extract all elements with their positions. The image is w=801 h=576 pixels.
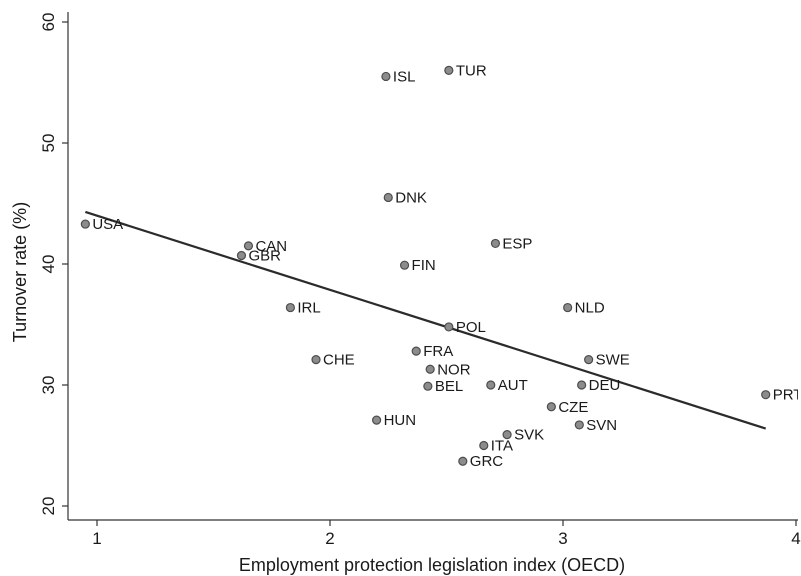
- point-label-dnk: DNK: [395, 189, 427, 206]
- data-point-pol: [444, 322, 454, 332]
- point-label-swe: SWE: [596, 352, 630, 369]
- data-point-hun: [372, 415, 382, 425]
- y-tick-label: 60: [39, 13, 58, 32]
- point-label-can: CAN: [255, 238, 287, 255]
- point-label-svk: SVK: [514, 427, 544, 444]
- data-point-gbr: [236, 250, 247, 261]
- y-axis-title: Turnover rate (%): [10, 202, 30, 342]
- x-tick-label: 4: [791, 529, 800, 548]
- point-label-che: CHE: [323, 352, 355, 369]
- data-point-fra: [411, 346, 421, 356]
- point-label-fra: FRA: [423, 343, 453, 360]
- data-point-nld: [563, 302, 573, 313]
- point-label-svn: SVN: [586, 417, 617, 434]
- point-label-bel: BEL: [435, 378, 463, 395]
- x-axis-title: Employment protection legislation index …: [239, 555, 625, 575]
- y-tick-label: 20: [39, 497, 58, 516]
- data-point-grc: [458, 456, 468, 466]
- data-point-esp: [490, 238, 501, 249]
- point-label-pol: POL: [456, 319, 486, 336]
- y-tick-label: 50: [39, 134, 58, 153]
- point-label-usa: USA: [92, 216, 123, 233]
- x-tick-label: 3: [558, 529, 567, 548]
- data-point-usa: [80, 219, 90, 229]
- data-point-deu: [577, 380, 587, 390]
- point-label-prt: PRT: [773, 387, 801, 404]
- y-tick-label: 40: [39, 255, 58, 274]
- data-point-fin: [399, 260, 410, 270]
- data-point-swe: [584, 354, 594, 365]
- data-point-ita: [479, 440, 489, 451]
- data-point-tur: [444, 65, 454, 76]
- data-point-nor: [425, 364, 435, 374]
- point-label-nld: NLD: [575, 300, 605, 317]
- data-point-dnk: [383, 192, 393, 203]
- point-label-tur: TUR: [456, 62, 487, 79]
- point-label-grc: GRC: [470, 453, 504, 470]
- point-label-aut: AUT: [498, 377, 528, 394]
- point-label-nor: NOR: [437, 361, 471, 378]
- point-label-isl: ISL: [393, 68, 416, 85]
- data-point-svk: [502, 430, 512, 440]
- data-point-bel: [423, 381, 433, 391]
- point-label-gbr: GBR: [248, 248, 281, 265]
- data-point-che: [311, 354, 321, 365]
- point-label-esp: ESP: [502, 235, 532, 252]
- data-point-can: [243, 241, 254, 251]
- data-point-prt: [761, 390, 771, 400]
- data-point-svn: [574, 420, 584, 430]
- fit-line: [85, 210, 767, 430]
- point-label-cze: CZE: [558, 399, 588, 416]
- y-tick-label: 30: [39, 376, 58, 395]
- x-tick-label: 1: [92, 529, 101, 548]
- data-point-aut: [486, 380, 496, 390]
- data-point-isl: [381, 71, 391, 82]
- point-label-ita: ITA: [491, 438, 513, 455]
- data-point-irl: [285, 302, 295, 313]
- x-tick-label: 2: [325, 529, 334, 548]
- point-label-fin: FIN: [412, 257, 436, 274]
- point-label-hun: HUN: [384, 412, 417, 429]
- point-label-irl: IRL: [297, 300, 320, 317]
- data-point-cze: [546, 402, 556, 412]
- point-label-deu: DEU: [589, 377, 621, 394]
